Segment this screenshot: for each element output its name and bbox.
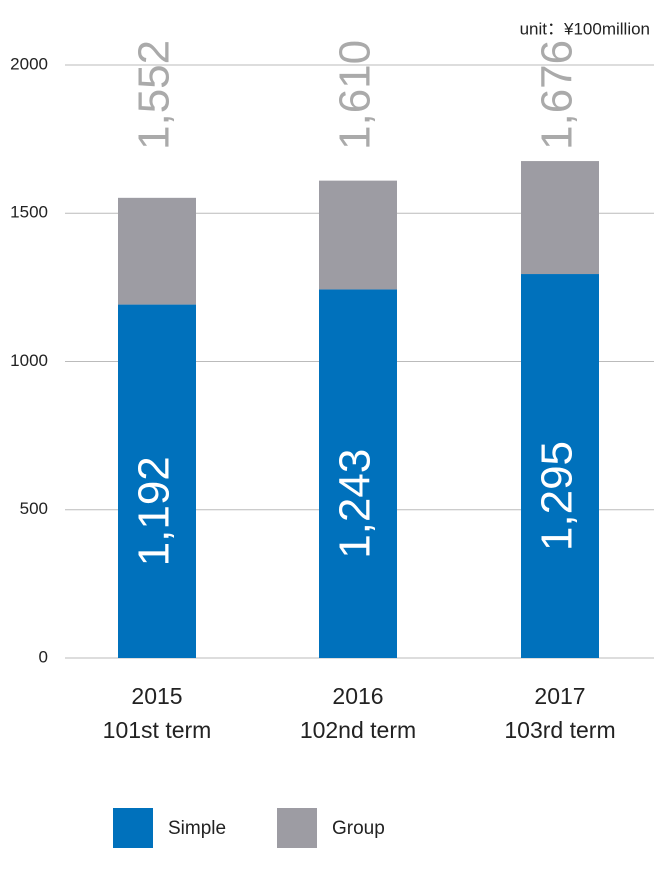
legend-label: Group <box>332 818 385 839</box>
legend-label: Simple <box>168 818 226 839</box>
unit-label: unit：¥100million <box>520 19 650 38</box>
bar-segment <box>118 304 196 658</box>
x-tick-label: 2015 <box>131 683 182 709</box>
x-tick-label: 2017 <box>534 683 585 709</box>
legend-swatch <box>113 808 153 848</box>
bar-segment <box>521 274 599 658</box>
bar-segment <box>118 197 196 305</box>
bar-segment <box>319 180 397 290</box>
y-tick-label: 0 <box>39 647 48 666</box>
value-label: 1,192 <box>130 456 179 566</box>
x-tick-label: 103rd term <box>504 717 615 743</box>
value-label: 1,295 <box>533 441 582 551</box>
y-tick-label: 2000 <box>10 54 48 73</box>
y-tick-label: 500 <box>20 499 48 518</box>
y-tick-label: 1500 <box>10 203 48 222</box>
value-label: 1,243 <box>331 449 380 559</box>
legend-swatch <box>277 808 317 848</box>
bar-segment <box>319 289 397 658</box>
x-tick-label: 101st term <box>103 717 212 743</box>
x-tick-label: 102nd term <box>300 717 416 743</box>
total-label: 1,552 <box>130 40 179 150</box>
y-tick-label: 1000 <box>10 351 48 370</box>
bar-segment <box>521 161 599 275</box>
total-label: 1,610 <box>331 40 380 150</box>
x-tick-label: 2016 <box>332 683 383 709</box>
total-label: 1,676 <box>533 40 582 150</box>
